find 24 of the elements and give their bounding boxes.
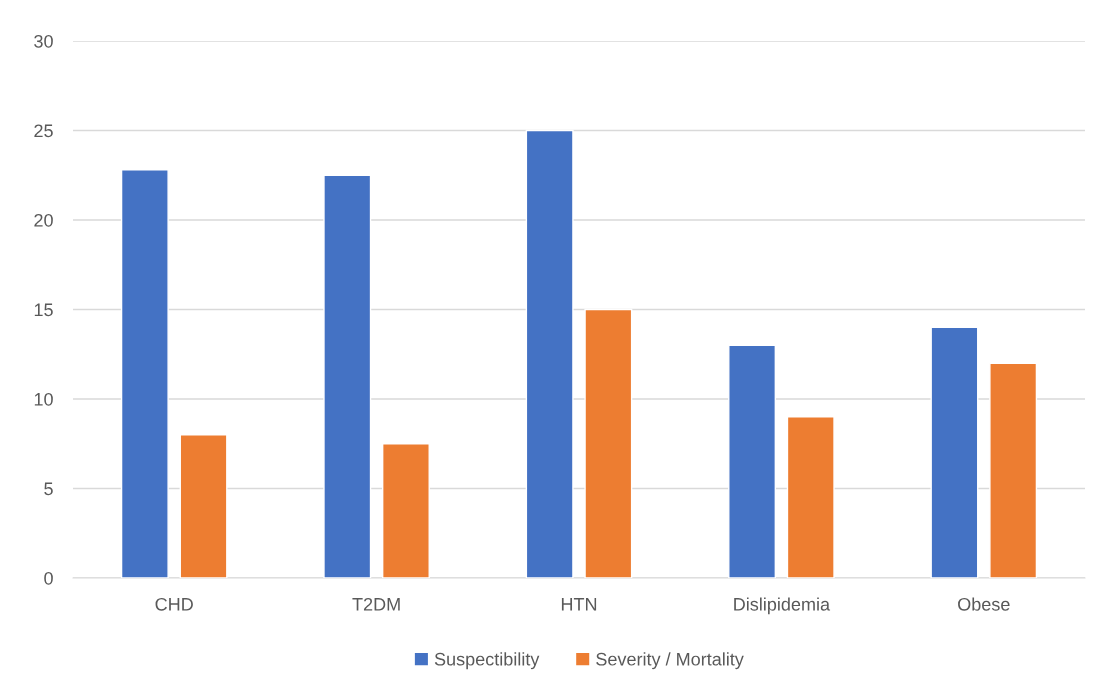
bar xyxy=(989,362,1038,578)
bar xyxy=(930,326,979,578)
y-tick-label: 30 xyxy=(34,34,53,48)
y-tick-label: 25 xyxy=(34,124,53,138)
bar xyxy=(525,129,574,578)
legend-label: Suspectibility xyxy=(434,652,540,670)
x-tick-label: T2DM xyxy=(352,597,400,611)
y-tick-label: 0 xyxy=(44,571,53,585)
legend-label: Severity / Mortality xyxy=(596,652,744,670)
y-tick-label: 15 xyxy=(34,303,53,317)
x-tick-label: Dislipidemia xyxy=(734,597,831,615)
bar xyxy=(728,344,777,578)
bar xyxy=(323,174,372,578)
bar xyxy=(786,416,835,578)
x-tick-label: HTN xyxy=(561,598,597,611)
bar xyxy=(584,308,633,578)
bar xyxy=(179,434,228,578)
x-tick-label: CHD xyxy=(155,597,193,611)
bar xyxy=(120,169,169,578)
y-tick-label: 5 xyxy=(44,482,53,496)
bar xyxy=(381,443,430,578)
y-tick-label: 20 xyxy=(34,213,53,227)
x-tick-label: Obese xyxy=(958,597,1010,611)
y-tick-label: 10 xyxy=(34,392,53,406)
